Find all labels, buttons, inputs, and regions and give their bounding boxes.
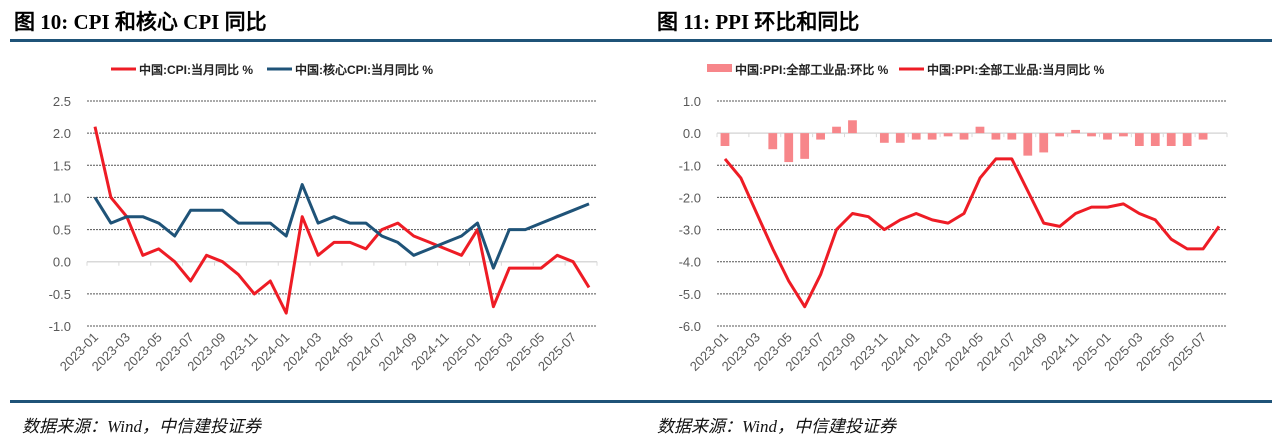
bar-2023-04 bbox=[768, 133, 778, 150]
bar-2025-04 bbox=[1150, 133, 1160, 146]
right-chart-title: 图 11: PPI 环比和同比 bbox=[657, 10, 860, 34]
bar-2025-05 bbox=[1166, 133, 1176, 146]
bar-2024-01 bbox=[911, 133, 921, 140]
legend-swatch-bar bbox=[707, 64, 732, 72]
bar-2024-10 bbox=[1055, 133, 1065, 137]
bar-2023-08 bbox=[832, 126, 841, 134]
bar-2023-06 bbox=[800, 133, 810, 159]
series-line-1 bbox=[93, 183, 590, 270]
footer-rule bbox=[10, 400, 1272, 403]
y-tick-label: 0.0 bbox=[683, 126, 701, 141]
bar-2024-02 bbox=[927, 133, 937, 140]
y-tick-label: -2.0 bbox=[679, 190, 701, 205]
y-tick-label: -4.0 bbox=[679, 255, 701, 270]
bar-2023-07 bbox=[816, 133, 825, 140]
y-tick-label: 0.5 bbox=[53, 223, 71, 238]
bar-2024-12 bbox=[1087, 133, 1096, 137]
bar-2025-07 bbox=[1198, 133, 1208, 140]
bar-2025-06 bbox=[1182, 133, 1192, 146]
y-tick-label: -5.0 bbox=[679, 287, 701, 302]
right-source-note: 数据来源：Wind，中信建投证券 bbox=[657, 417, 896, 436]
cpi-chart: 2.52.01.51.00.50.0-0.5-1.02023-012023-03… bbox=[49, 62, 598, 374]
y-tick-label: 1.0 bbox=[53, 190, 71, 205]
bar-2023-01 bbox=[720, 133, 730, 146]
legend-label: 中国:PPI:全部工业品:环比 % bbox=[735, 62, 889, 77]
series-line-0 bbox=[93, 126, 591, 315]
legend-label: 中国:CPI:当月同比 % bbox=[139, 62, 253, 77]
y-tick-label: -6.0 bbox=[679, 319, 701, 334]
bar-2024-08 bbox=[1023, 133, 1033, 156]
bar-2024-05 bbox=[975, 126, 985, 134]
bar-2023-05 bbox=[784, 133, 794, 163]
bar-2024-09 bbox=[1039, 133, 1049, 153]
bar-2023-12 bbox=[895, 133, 905, 143]
y-tick-label: -3.0 bbox=[679, 223, 701, 238]
y-tick-label: -0.5 bbox=[49, 287, 71, 302]
y-tick-label: 2.5 bbox=[53, 94, 71, 109]
y-tick-label: 2.0 bbox=[53, 126, 71, 141]
bar-2024-11 bbox=[1071, 129, 1080, 134]
series-line-1 bbox=[723, 157, 1221, 309]
y-tick-label: 1.0 bbox=[683, 94, 701, 109]
bar-2025-01 bbox=[1103, 133, 1112, 140]
bar-2024-04 bbox=[959, 133, 969, 140]
left-source-note: 数据来源：Wind，中信建投证券 bbox=[22, 417, 261, 436]
bar-2025-02 bbox=[1119, 133, 1128, 137]
y-tick-label: -1.0 bbox=[49, 319, 71, 334]
y-tick-label: 1.5 bbox=[53, 158, 71, 173]
bar-2023-11 bbox=[879, 133, 889, 143]
left-chart-title: 图 10: CPI 和核心 CPI 同比 bbox=[14, 10, 267, 34]
bar-2025-03 bbox=[1134, 133, 1144, 146]
y-tick-label: -1.0 bbox=[679, 158, 701, 173]
header-rule bbox=[10, 39, 1272, 42]
bar-2024-07 bbox=[1007, 133, 1017, 140]
legend-label: 中国:PPI:全部工业品:当月同比 % bbox=[927, 62, 1105, 77]
ppi-chart: 1.00.0-1.0-2.0-3.0-4.0-5.0-6.02023-01202… bbox=[679, 62, 1228, 374]
legend-label: 中国:核心CPI:当月同比 % bbox=[295, 62, 433, 77]
y-tick-label: 0.0 bbox=[53, 255, 71, 270]
bar-2024-06 bbox=[991, 133, 1001, 140]
bar-2024-03 bbox=[943, 133, 953, 137]
bar-2023-09 bbox=[848, 120, 857, 134]
